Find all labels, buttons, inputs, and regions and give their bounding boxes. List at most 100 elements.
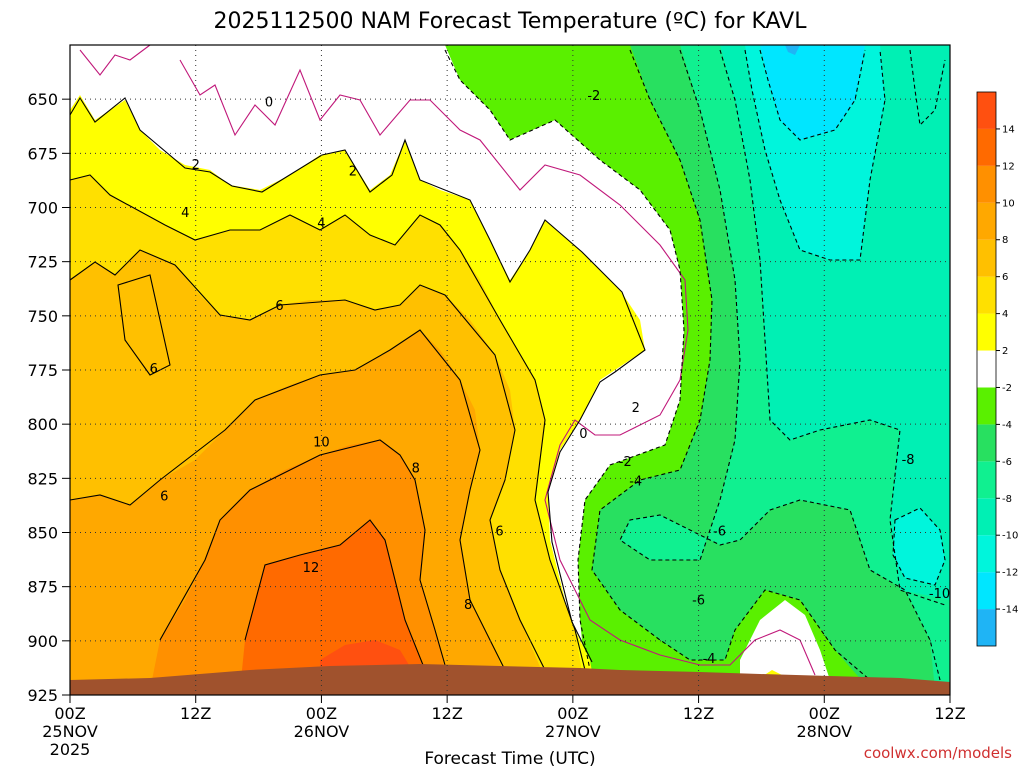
colorbar-label: -4 — [1002, 420, 1012, 431]
colorbar-segment — [977, 202, 996, 240]
contour-neg8 — [719, 49, 946, 606]
colorbar-segment — [977, 387, 996, 425]
plot-area — [69, 44, 951, 696]
colorbar-label: 4 — [1002, 309, 1008, 320]
colorbar-label: 12 — [1002, 161, 1015, 172]
colorbar-label: 8 — [1002, 235, 1008, 246]
contour-6b — [117, 274, 171, 376]
contour-label: -6 — [713, 524, 726, 539]
y-axis: 650 675 700 725 750 775 800 825 850 875 900 925 — [27, 90, 70, 705]
y-tick-label: 900 — [27, 632, 58, 651]
y-tick-label: 725 — [27, 253, 58, 272]
contour-label: -10 — [929, 587, 950, 602]
colorbar-segment — [977, 609, 996, 646]
contour-label: 6 — [160, 490, 168, 505]
contour-label: -4 — [629, 475, 642, 490]
contour-label: -8 — [902, 453, 915, 468]
colorbar-label: 10 — [1002, 198, 1015, 209]
y-tick-label: 700 — [27, 199, 58, 218]
contour-10 — [159, 439, 446, 666]
contour-neg2 — [444, 49, 685, 671]
grid-lines — [70, 45, 950, 695]
x-tick-year-label: 2025 — [50, 740, 91, 759]
chart-title: 2025112500 NAM Forecast Temperature (ºC)… — [213, 9, 807, 34]
contour-label: 8 — [464, 598, 472, 613]
colorbar-label: -2 — [1002, 383, 1012, 394]
colorbar-segment — [977, 313, 996, 351]
contour-label: 2 — [349, 165, 357, 180]
x-tick-label: 00Z — [54, 704, 85, 723]
colorbar-segment — [977, 128, 996, 166]
contour-label: 12 — [303, 561, 320, 576]
colorbar-segment — [977, 535, 996, 573]
colorbar-label: 2 — [1002, 346, 1008, 357]
x-tick-label: 12Z — [180, 704, 211, 723]
colorbar-label: 6 — [1002, 272, 1008, 283]
x-tick-label: 12Z — [683, 704, 714, 723]
contour-lines — [69, 44, 946, 681]
x-tick-date-label: 27NOV — [545, 722, 601, 741]
contour-label: 6 — [150, 362, 158, 377]
x-tick-label: 00Z — [557, 704, 588, 723]
colorbar-segment — [977, 92, 996, 129]
y-tick-label: 675 — [27, 144, 58, 163]
contour-label: 2 — [192, 158, 200, 173]
contour-neg6 — [619, 49, 941, 681]
contour-label: -6 — [692, 594, 705, 609]
contour-label: 0 — [579, 427, 587, 442]
x-tick-label: 00Z — [809, 704, 840, 723]
contour-neg4-right — [909, 49, 946, 127]
contour-label: -2 — [587, 89, 600, 104]
contour-6 — [69, 249, 546, 671]
colorbar-label: -6 — [1002, 457, 1012, 468]
x-tick-label: 00Z — [306, 704, 337, 723]
colorbar-frame — [976, 91, 997, 647]
y-tick-label: 800 — [27, 415, 58, 434]
contour-label: 8 — [412, 462, 420, 477]
colorbar-label: -12 — [1002, 568, 1018, 579]
contour-label: 4 — [181, 206, 189, 221]
colorbar-label: -10 — [1002, 531, 1018, 542]
x-tick-date-label: 25NOV — [42, 722, 98, 741]
y-tick-label: 925 — [27, 686, 58, 705]
contour-label: 0 — [265, 95, 273, 110]
colorbar: -14 -12 -10 -8 -6 -4 -2 2 4 6 8 10 12 14 — [976, 91, 1018, 647]
contour-neg4 — [591, 49, 871, 681]
terrain-ground — [70, 664, 950, 695]
colorbar-label: -14 — [1002, 605, 1018, 616]
contour-labels: 0 2 4 4 2 6 6 6 10 12 8 6 8 -2 2 0 -2 -4 -6 -6 -4 -8 -10 — [150, 89, 950, 667]
colorbar-segment — [977, 461, 996, 499]
colorbar-label: 14 — [1002, 124, 1015, 135]
contour-8 — [69, 329, 506, 671]
contour-label: -4 — [703, 652, 716, 667]
contour-label: 6 — [275, 299, 283, 314]
colorbar-segment — [977, 276, 996, 314]
credit-text: coolwx.com/models — [864, 744, 1012, 762]
contour-label: 10 — [313, 436, 330, 451]
contour-label: 4 — [317, 217, 325, 232]
colorbar-segment — [977, 572, 996, 610]
contour-0-magenta — [79, 44, 816, 676]
x-axis-label: Forecast Time (UTC) — [424, 749, 595, 768]
colorbar-segment — [977, 424, 996, 462]
colorbar-segment — [977, 350, 996, 388]
colorbar-segment — [977, 498, 996, 536]
y-tick-label: 875 — [27, 578, 58, 597]
colorbar-segment — [977, 165, 996, 203]
contour-neg12 — [759, 49, 866, 141]
y-tick-label: 825 — [27, 469, 58, 488]
fill-cyan — [760, 45, 865, 140]
x-tick-date-label: 28NOV — [796, 722, 852, 741]
temperature-fill — [70, 45, 950, 690]
contour-label: -2 — [619, 455, 632, 470]
fill-blue — [785, 45, 800, 55]
fill-teal3b — [893, 508, 945, 585]
x-tick-label: 12Z — [431, 704, 462, 723]
contour-4 — [69, 174, 586, 671]
contour-label: 2 — [632, 401, 640, 416]
x-tick-date-label: 26NOV — [294, 722, 350, 741]
x-tick-label: 12Z — [934, 704, 965, 723]
colorbar-segment — [977, 239, 996, 277]
